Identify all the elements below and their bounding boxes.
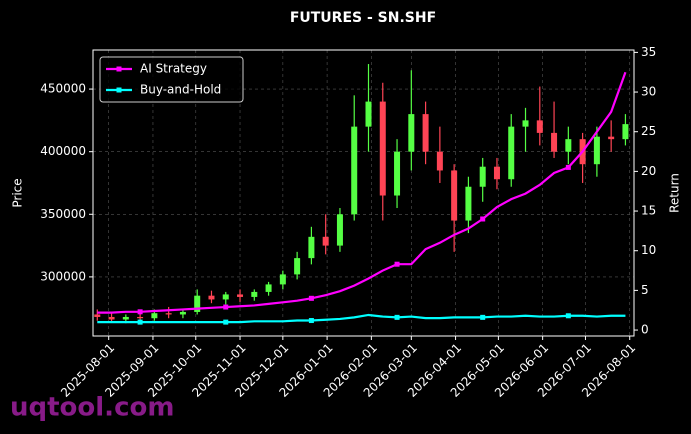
candle-body [251,291,258,297]
candle-body [194,295,201,312]
candle-body [622,124,629,140]
y2-axis-label: Return [668,173,682,213]
candle-body [536,120,543,133]
y-tick-label: 450000 [40,82,86,96]
candle-body [479,166,486,187]
candle-body [122,316,129,320]
candle-body [265,284,272,292]
legend-label: Buy-and-Hold [140,83,221,97]
series-marker [223,304,229,310]
candle-body [165,313,172,315]
legend: AI Strategy Buy-and-Hold [99,56,244,103]
series-marker [480,216,486,222]
candle-body [551,132,558,152]
plot-area [93,50,634,336]
y2-tick-label: 10 [641,243,656,257]
candle-body [394,151,401,196]
series-marker [137,319,143,325]
candle-body [593,136,600,165]
candle-body [451,170,458,221]
candle-body [608,136,615,140]
chart-title: FUTURES - SN.SHF [290,10,436,26]
candle-body [222,294,229,300]
candle-body [208,295,215,300]
candle-body [108,316,115,320]
y-axis-label: Price [11,178,25,207]
legend-marker [116,66,122,72]
candle-body [151,313,158,319]
y-tick-label: 400000 [40,144,86,158]
y-tick-label: 350000 [40,207,86,221]
candle-body [422,114,429,152]
candle-body [379,101,386,196]
candle-body [508,126,515,180]
series-marker [394,314,400,320]
candle-body [279,274,286,285]
candle-body [294,258,301,275]
y2-tick-label: 25 [641,124,656,138]
series-marker [565,313,571,319]
candle-body [179,311,186,315]
candle-body [237,294,244,297]
series-marker [565,164,571,170]
candle-body [94,314,101,317]
y-tick-label: 300000 [40,269,86,283]
candle-body [365,101,372,127]
candle-body [308,236,315,259]
series-marker [137,309,143,315]
candle-body [336,214,343,246]
legend-box [99,56,244,103]
series-marker [308,295,314,301]
candle-body [322,236,329,246]
y2-tick-label: 35 [641,45,656,59]
series-marker [394,261,400,267]
series-marker [480,314,486,320]
candle-body [493,166,500,180]
y2-tick-label: 5 [641,283,649,297]
series-marker [223,319,229,325]
candle-body [408,114,415,152]
candle-body [465,186,472,221]
series-line [97,313,626,324]
series-line [97,71,627,314]
legend-marker [116,87,122,93]
candle-body [137,316,144,319]
candle-body [522,120,529,127]
y2-tick-label: 30 [641,85,656,99]
y2-tick-label: 20 [641,164,656,178]
y2-tick-label: 0 [641,323,649,337]
candle-body [351,126,358,215]
candle-body [436,151,443,171]
legend-label: AI Strategy [140,62,207,76]
watermark: uqtool.com [10,393,174,423]
y2-tick-label: 15 [641,204,656,218]
series-marker [308,318,314,324]
plot-frame [92,49,635,337]
candle-body [565,139,572,152]
